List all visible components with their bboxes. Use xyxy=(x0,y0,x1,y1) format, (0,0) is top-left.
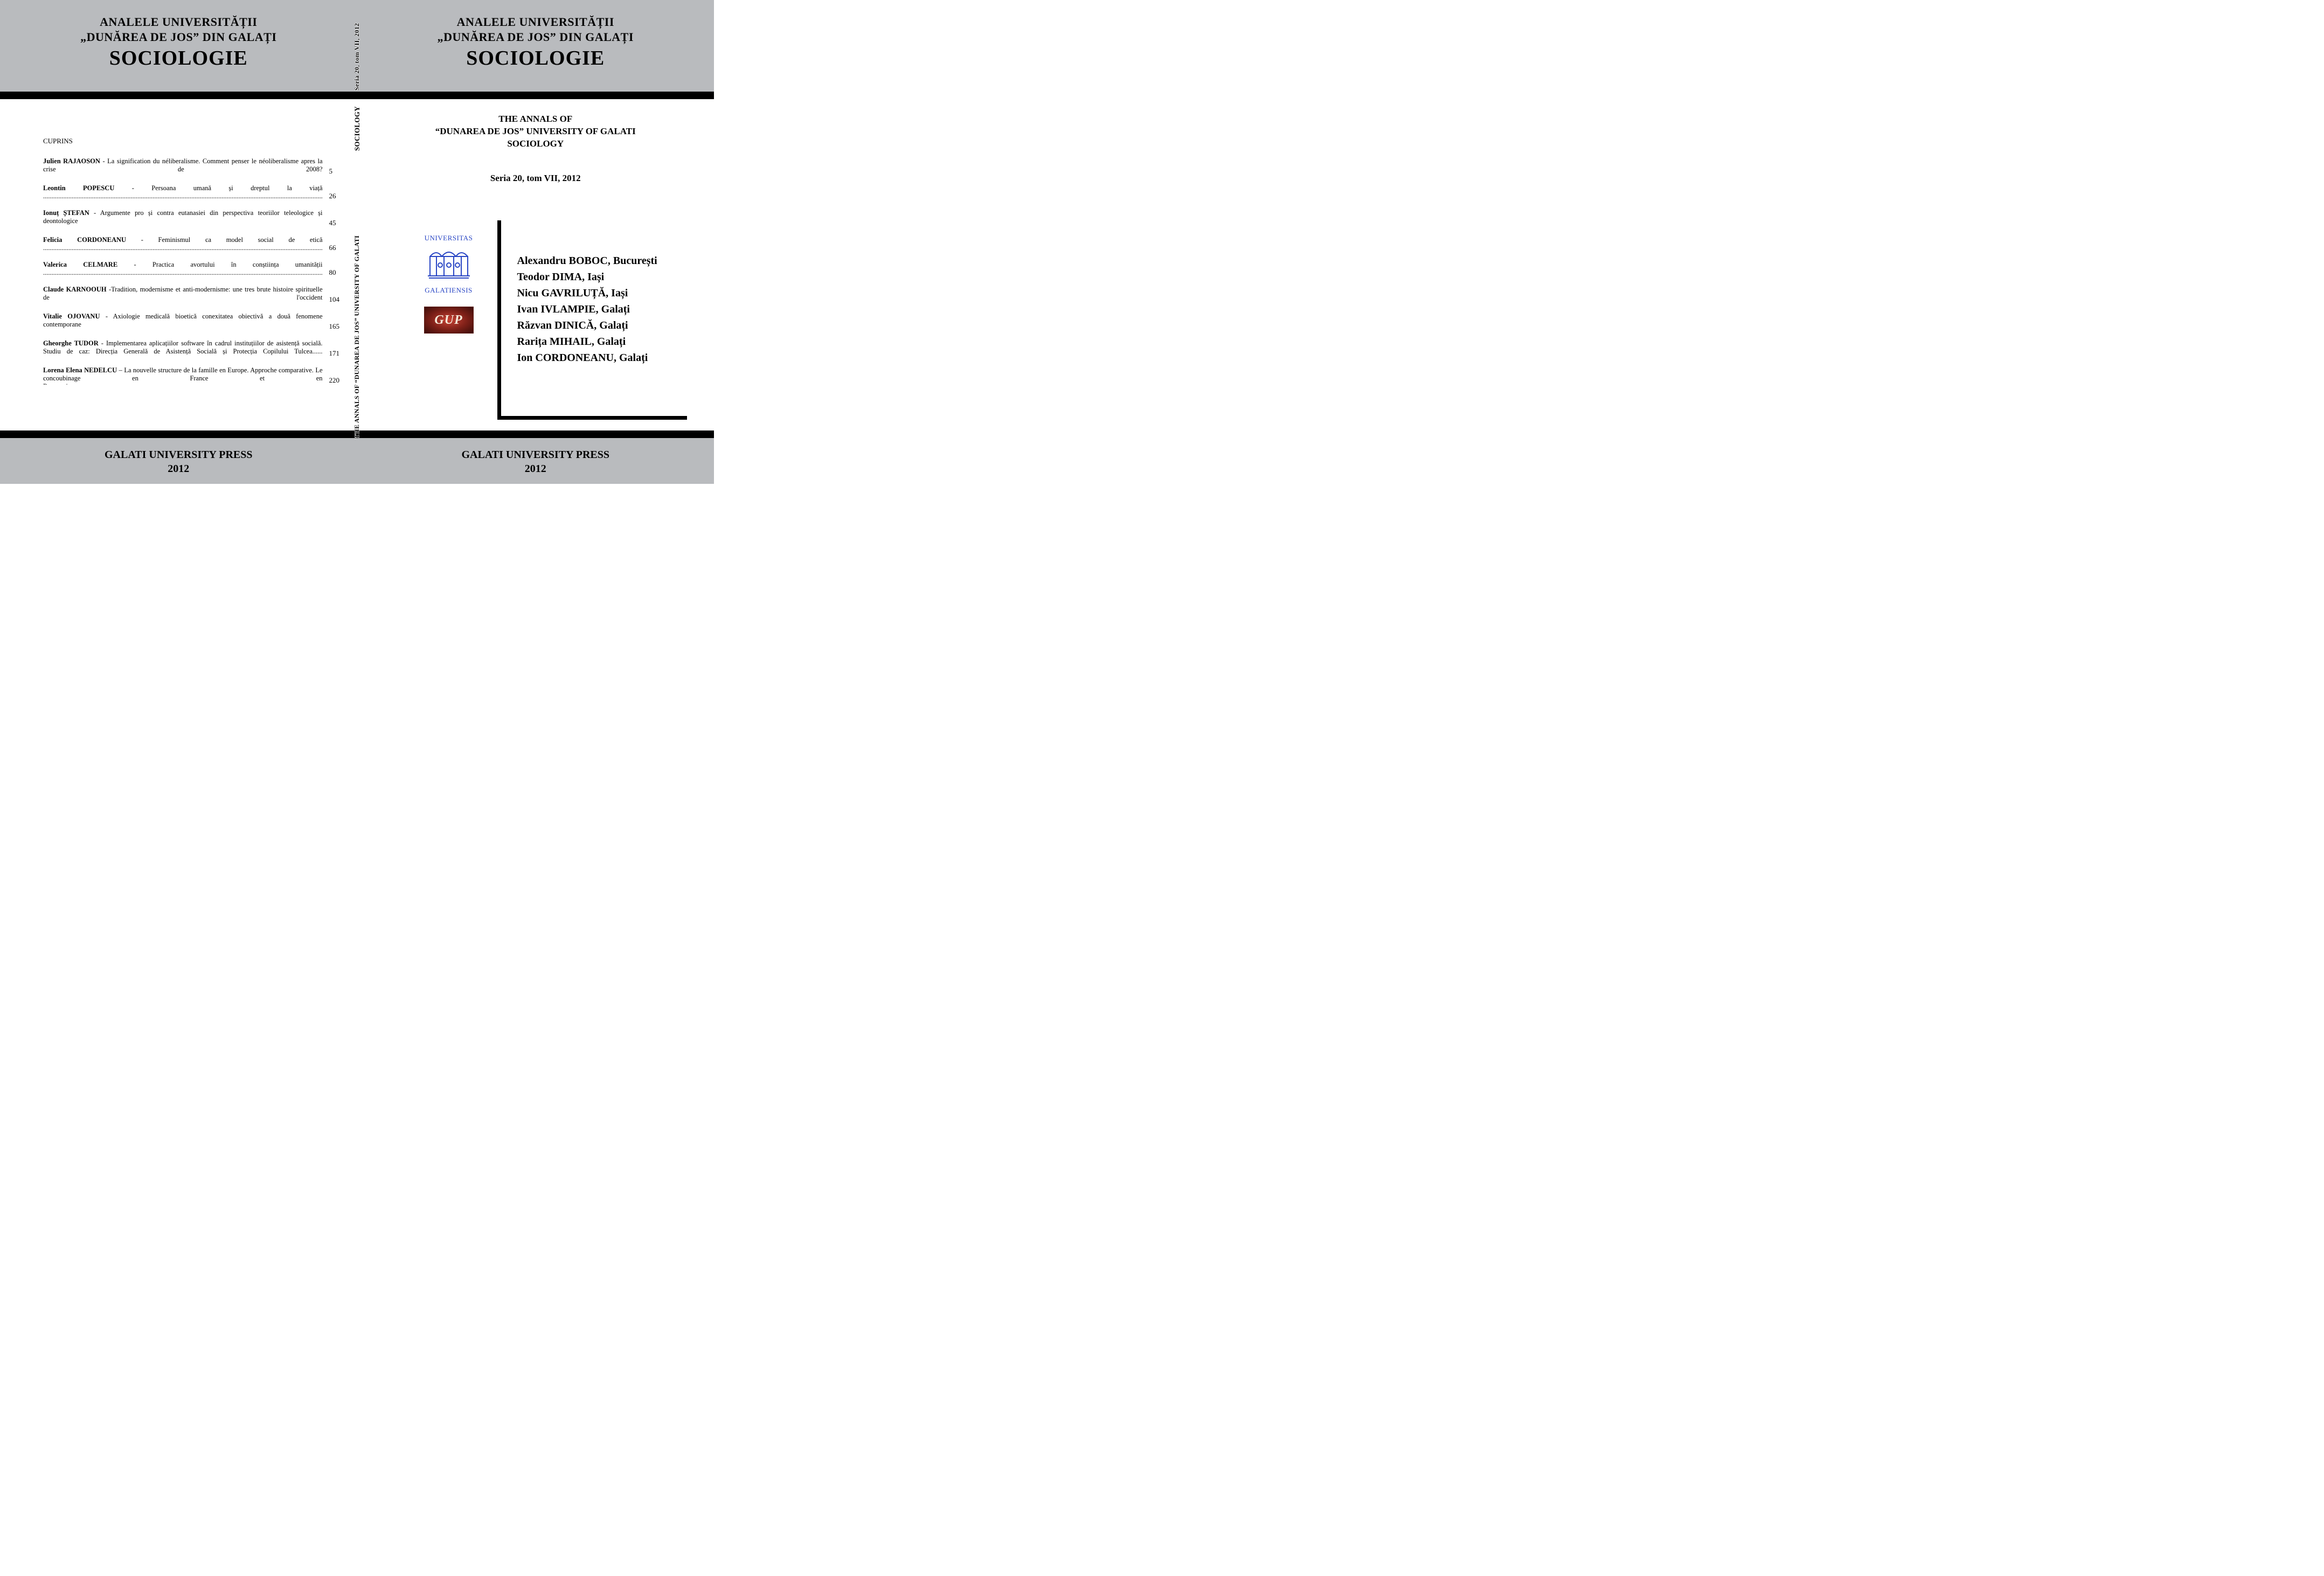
toc-entry: Claude KARNOOUH -Tradition, modernisme e… xyxy=(43,286,341,304)
contributor-name: Ivan IVLAMPIE, Galați xyxy=(517,301,688,317)
toc-entry-text: Felicia CORDONEANU - Feminismul ca model… xyxy=(43,236,323,252)
black-bar-top xyxy=(0,92,714,99)
back-press-line1: GALATI UNIVERSITY PRESS xyxy=(0,448,357,462)
front-title-block: ANALELE UNIVERSITĂȚII „DUNĂREA DE JOS” D… xyxy=(357,0,714,92)
toc-entry-text: Valerica CELMARE - Practica avortului în… xyxy=(43,261,323,277)
toc-entry: Lorena Elena NEDELCU – La nouvelle struc… xyxy=(43,366,341,385)
toc-entry-text: Vitalie OJOVANU - Axiologie medicală bio… xyxy=(43,313,323,331)
en-title-line1: THE ANNALS OF xyxy=(357,113,714,126)
bottom-band: GALATI UNIVERSITY PRESS 2012 GALATI UNIV… xyxy=(0,438,714,484)
university-emblem-icon xyxy=(426,244,472,282)
toc-entry-page: 171 xyxy=(323,349,341,358)
toc-entry-page: 80 xyxy=(323,268,341,277)
toc-entry-text: Ionuț ȘTEFAN - Argumente pro și contra e… xyxy=(43,209,323,227)
front-press-line2: 2012 xyxy=(357,462,714,476)
front-press-line1: GALATI UNIVERSITY PRESS xyxy=(357,448,714,462)
contributor-name: Teodor DIMA, Iași xyxy=(517,269,688,285)
front-title-line1: ANALELE UNIVERSITĂȚII xyxy=(357,15,714,29)
contributor-name: Ion CORDONEANU, Galați xyxy=(517,350,688,366)
middle-area: CUPRINS Julien RAJAOSON - La significati… xyxy=(0,99,714,431)
gup-logo: GUP xyxy=(424,307,474,334)
top-band: ANALELE UNIVERSITĂȚII „DUNĂREA DE JOS” D… xyxy=(0,0,714,92)
back-press-line2: 2012 xyxy=(0,462,357,476)
contributor-name: Rarița MIHAIL, Galați xyxy=(517,334,688,350)
back-title-line2: „DUNĂREA DE JOS” DIN GALAȚI xyxy=(0,30,357,44)
english-title: THE ANNALS OF “DUNAREA DE JOS” UNIVERSIT… xyxy=(357,99,714,150)
toc-entry-text: Lorena Elena NEDELCU – La nouvelle struc… xyxy=(43,366,323,385)
back-title-main: SOCIOLOGIE xyxy=(0,46,357,70)
back-title-line1: ANALELE UNIVERSITĂȚII xyxy=(0,15,357,29)
toc-entry-page: 45 xyxy=(323,219,341,227)
contributor-name: Nicu GAVRILUȚĂ, Iași xyxy=(517,285,688,301)
toc-entry-page: 5 xyxy=(323,167,341,176)
toc-heading: CUPRINS xyxy=(43,137,341,145)
toc-entry: Vitalie OJOVANU - Axiologie medicală bio… xyxy=(43,313,341,331)
toc-entry-text: Leontin POPESCU - Persoana umană și drep… xyxy=(43,184,323,200)
table-of-contents: CUPRINS Julien RAJAOSON - La significati… xyxy=(0,99,357,385)
toc-entry-page: 165 xyxy=(323,322,341,331)
contributors-block: Alexandru BOBOC, BucureștiTeodor DIMA, I… xyxy=(497,220,688,420)
logo-top-text: UNIVERSITAS xyxy=(419,234,478,242)
toc-entry: Gheorghe TUDOR - Implementarea aplicații… xyxy=(43,339,341,358)
front-title-main: SOCIOLOGIE xyxy=(357,46,714,70)
gup-logo-text: GUP xyxy=(434,313,462,328)
toc-entry: Leontin POPESCU - Persoana umană și drep… xyxy=(43,184,341,200)
logo-stack: UNIVERSITAS xyxy=(419,234,478,334)
toc-entry-text: Julien RAJAOSON - La signification du né… xyxy=(43,157,323,176)
back-press: GALATI UNIVERSITY PRESS 2012 xyxy=(0,438,357,484)
en-title-line2: “DUNAREA DE JOS” UNIVERSITY OF GALATI xyxy=(357,126,714,138)
back-cover: CUPRINS Julien RAJAOSON - La significati… xyxy=(0,99,357,431)
toc-entry: Ionuț ȘTEFAN - Argumente pro și contra e… xyxy=(43,209,341,227)
en-title-line3: SOCIOLOGY xyxy=(357,138,714,150)
front-press: GALATI UNIVERSITY PRESS 2012 xyxy=(357,438,714,484)
front-title-line2: „DUNĂREA DE JOS” DIN GALAȚI xyxy=(357,30,714,44)
toc-entries: Julien RAJAOSON - La signification du né… xyxy=(43,157,341,385)
toc-entry-text: Claude KARNOOUH -Tradition, modernisme e… xyxy=(43,286,323,304)
contributor-name: Răzvan DINICĂ, Galați xyxy=(517,317,688,334)
contributors-list: Alexandru BOBOC, BucureștiTeodor DIMA, I… xyxy=(517,253,688,366)
series-info: Seria 20, tom VII, 2012 xyxy=(357,173,714,184)
front-cover: THE ANNALS OF “DUNAREA DE JOS” UNIVERSIT… xyxy=(357,99,714,431)
toc-entry-page: 26 xyxy=(323,192,341,200)
toc-entry-page: 66 xyxy=(323,244,341,252)
toc-entry-page: 220 xyxy=(323,376,341,385)
back-title-block: ANALELE UNIVERSITĂȚII „DUNĂREA DE JOS” D… xyxy=(0,0,357,92)
toc-entry-text: Gheorghe TUDOR - Implementarea aplicații… xyxy=(43,339,323,358)
toc-entry: Felicia CORDONEANU - Feminismul ca model… xyxy=(43,236,341,252)
contributor-name: Alexandru BOBOC, București xyxy=(517,253,688,269)
black-bar-bottom xyxy=(0,431,714,438)
university-logo: UNIVERSITAS xyxy=(419,234,478,295)
toc-entry: Valerica CELMARE - Practica avortului în… xyxy=(43,261,341,277)
toc-entry-page: 104 xyxy=(323,295,341,304)
book-cover-spread: ANALELE UNIVERSITĂȚII „DUNĂREA DE JOS” D… xyxy=(0,0,714,484)
toc-entry: Julien RAJAOSON - La signification du né… xyxy=(43,157,341,176)
logo-bottom-text: GALATIENSIS xyxy=(419,286,478,295)
